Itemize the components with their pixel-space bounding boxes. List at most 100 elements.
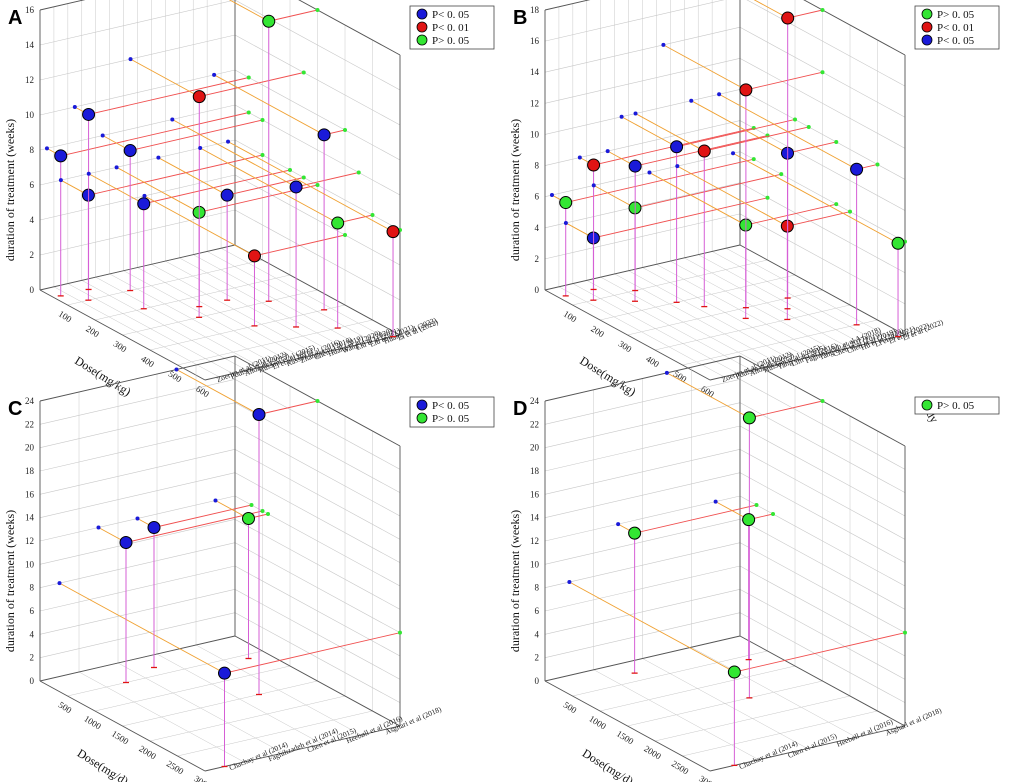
z-tick-label: 18 [25, 466, 35, 476]
back-marker [779, 172, 784, 177]
back-marker [903, 630, 907, 635]
data-point [628, 159, 642, 173]
grid-line [682, 319, 878, 366]
x-tick-label: 400 [644, 354, 661, 370]
wall-marker [86, 171, 91, 176]
wall-marker [212, 72, 217, 77]
wall-marker [647, 170, 652, 175]
axis-line [544, 289, 711, 381]
wall-marker [661, 42, 666, 47]
back-line [295, 172, 359, 188]
z-axis-title: duration of treatment (weeks) [3, 510, 17, 652]
x-tick-label: 300 [617, 339, 634, 355]
z-tick-label: 10 [25, 110, 35, 120]
legend-label: P< 0. 01 [937, 22, 974, 34]
wall-marker [135, 516, 140, 521]
panel-letter: D [513, 398, 527, 420]
legend-marker [416, 399, 428, 411]
axis-line [204, 725, 401, 772]
grid-line [39, 402, 236, 448]
back-marker [343, 233, 347, 237]
data-point [559, 196, 573, 210]
wall-line [228, 0, 269, 22]
back-line [676, 119, 796, 148]
z-tick-label: 14 [530, 67, 540, 77]
z-tick-label: 16 [530, 489, 540, 499]
axis-line [234, 635, 401, 727]
z-tick-label: 2 [30, 653, 35, 663]
back-line [634, 504, 757, 534]
z-tick-label: 4 [30, 215, 35, 225]
x-tick-label: 200 [589, 324, 606, 340]
wall-line [621, 116, 677, 148]
z-tick-label: 2 [535, 653, 540, 663]
back-marker [806, 124, 811, 129]
z-tick-label: 12 [25, 75, 34, 85]
legend-label: P> 0. 05 [432, 413, 470, 425]
wall-marker [96, 525, 101, 530]
data-point [82, 107, 96, 121]
back-line [593, 197, 768, 239]
x-axis-title: Dose(mg/d) [580, 746, 636, 782]
back-marker [834, 202, 839, 207]
grid-line [39, 612, 236, 658]
wall-marker [577, 155, 582, 160]
back-line [704, 126, 809, 152]
legend-label: P< 0. 05 [937, 35, 975, 47]
wall-marker [616, 522, 621, 527]
z-tick-label: 6 [535, 606, 540, 616]
x-tick-label: 2500 [165, 758, 186, 776]
back-marker [301, 70, 306, 75]
z-tick-label: 4 [535, 629, 540, 639]
grid-line [39, 589, 236, 635]
z-tick-label: 6 [30, 606, 35, 616]
back-marker [315, 183, 320, 187]
wall-marker [114, 165, 119, 170]
x-tick-label: 500 [57, 700, 74, 716]
back-marker [751, 157, 756, 162]
axis-line [709, 725, 906, 772]
z-tick-label: 0 [30, 676, 35, 686]
back-marker [249, 503, 254, 507]
z-tick-label: 2 [30, 250, 35, 260]
panel-b: B024681012141618100200300400500600Zoerim… [508, 0, 1000, 425]
grid-line [654, 304, 851, 351]
grid-line [39, 425, 236, 472]
wall-marker [57, 581, 62, 586]
legend-label: P< 0. 01 [432, 22, 469, 34]
back-marker [246, 75, 251, 80]
grid-line [627, 680, 823, 727]
z-tick-label: 20 [530, 443, 540, 453]
axis-line [739, 244, 906, 336]
grid-line [177, 710, 373, 757]
data-point [262, 14, 276, 28]
data-point [850, 162, 864, 176]
data-point [331, 216, 345, 230]
z-tick-label: 14 [530, 513, 540, 523]
x-tick-label: 400 [139, 354, 156, 370]
legend-marker [921, 34, 933, 46]
grid-line [572, 259, 768, 306]
x-tick-label: 1500 [110, 728, 131, 746]
back-line [224, 632, 401, 674]
back-marker [820, 8, 825, 12]
legend-marker [416, 34, 428, 46]
wall-marker [128, 57, 133, 62]
panel-c: C024681012141618202224500100015002000250… [3, 355, 495, 782]
wall-marker [633, 111, 638, 116]
grid-line [654, 695, 851, 742]
legend-marker [416, 21, 428, 33]
z-tick-label: 16 [25, 489, 35, 499]
wall-marker [100, 133, 105, 138]
panel-letter: B [513, 7, 527, 29]
back-marker [765, 195, 770, 200]
wall-marker [605, 149, 610, 154]
legend-label: P> 0. 05 [432, 35, 470, 47]
z-tick-label: 0 [535, 676, 540, 686]
back-line [254, 234, 346, 257]
z-tick-label: 16 [25, 5, 35, 15]
back-line [88, 154, 263, 196]
wall-marker [675, 164, 680, 169]
wall-line [130, 58, 200, 98]
